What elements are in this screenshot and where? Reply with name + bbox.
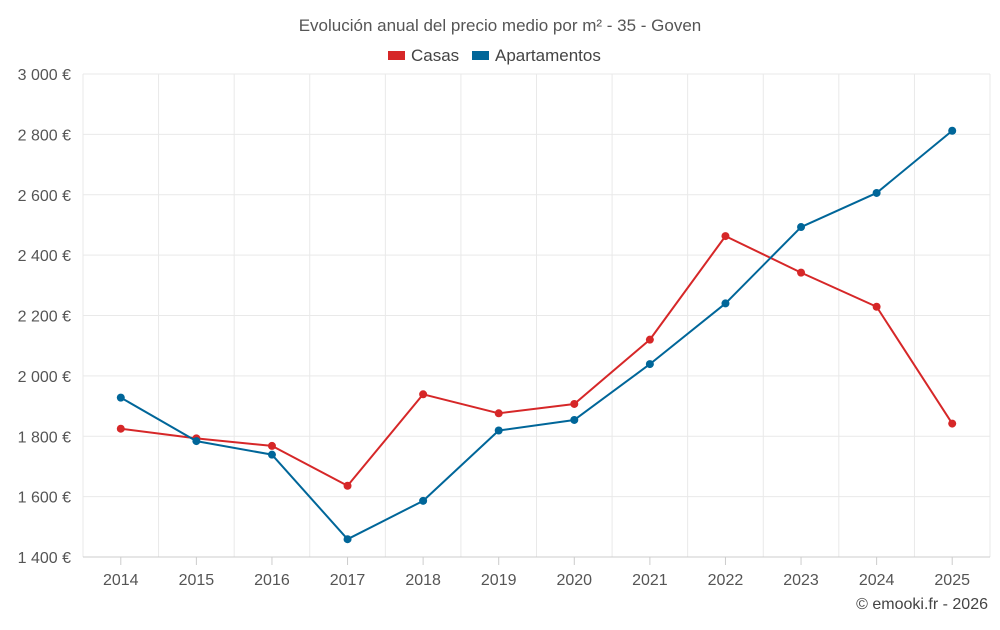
data-point-apartamentos[interactable] (494, 426, 503, 435)
legend-swatch-casas (388, 51, 405, 60)
data-point-apartamentos[interactable] (797, 223, 806, 232)
grid (82, 73, 991, 558)
data-point-apartamentos[interactable] (116, 393, 125, 402)
x-tick-label: 2015 (179, 572, 215, 589)
data-point-casas[interactable] (645, 335, 654, 344)
x-tick-label: 2022 (708, 572, 744, 589)
x-tick-label: 2017 (330, 572, 366, 589)
data-point-apartamentos[interactable] (721, 299, 730, 308)
x-tick-label: 2025 (934, 572, 970, 589)
data-point-casas[interactable] (419, 390, 428, 399)
y-axis: 1 400 € 1 600 € 1 800 € 2 000 € 2 200 € 2 400… (18, 67, 71, 567)
x-tick-label: 2020 (556, 572, 592, 589)
legend: Casas Apartamentos (388, 46, 601, 65)
data-point-casas[interactable] (948, 419, 957, 428)
series-line-casas (119, 235, 954, 487)
credit-text: © emooki.fr - 2026 (856, 596, 988, 613)
data-point-casas[interactable] (797, 268, 806, 277)
data-point-apartamentos[interactable] (343, 535, 352, 544)
y-tick-label: 2 800 € (18, 127, 71, 144)
chart-title: Evolución anual del precio medio por m² … (299, 16, 702, 35)
series-apartamentos (116, 126, 957, 544)
y-tick-label: 1 400 € (18, 550, 71, 567)
y-tick-label: 3 000 € (18, 67, 71, 84)
y-tick-label: 2 600 € (18, 188, 71, 205)
x-tick-label: 2018 (405, 572, 441, 589)
data-point-casas[interactable] (872, 302, 881, 311)
data-point-casas[interactable] (570, 399, 579, 408)
x-tick-label: 2014 (103, 572, 139, 589)
data-point-apartamentos[interactable] (872, 188, 881, 197)
x-axis: 2014 2015 2016 2017 2018 2019 2020 2021 2022 2023… (83, 556, 990, 589)
data-point-casas[interactable] (494, 409, 503, 418)
data-point-apartamentos[interactable] (570, 415, 579, 424)
x-tick-label: 2021 (632, 572, 668, 589)
y-tick-label: 1 800 € (18, 429, 71, 446)
series-line-apartamentos (119, 129, 954, 541)
data-point-casas[interactable] (721, 232, 730, 241)
legend-label-apartamentos: Apartamentos (495, 46, 601, 65)
y-tick-label: 2 000 € (18, 369, 71, 386)
x-tick-label: 2019 (481, 572, 517, 589)
y-tick-label: 2 200 € (18, 309, 71, 326)
series-group (116, 126, 957, 544)
data-point-apartamentos[interactable] (192, 437, 201, 446)
data-point-apartamentos[interactable] (419, 496, 428, 505)
x-tick-label: 2023 (783, 572, 819, 589)
legend-swatch-apartamentos (472, 51, 489, 60)
data-point-apartamentos[interactable] (645, 360, 654, 369)
x-tick-label: 2024 (859, 572, 895, 589)
legend-label-casas: Casas (411, 46, 459, 65)
data-point-apartamentos[interactable] (267, 450, 276, 459)
data-point-apartamentos[interactable] (948, 126, 957, 135)
y-tick-label: 2 400 € (18, 248, 71, 265)
data-point-casas[interactable] (116, 424, 125, 433)
data-point-casas[interactable] (267, 441, 276, 450)
data-point-casas[interactable] (343, 481, 352, 490)
y-tick-label: 1 600 € (18, 490, 71, 507)
x-tick-label: 2016 (254, 572, 290, 589)
